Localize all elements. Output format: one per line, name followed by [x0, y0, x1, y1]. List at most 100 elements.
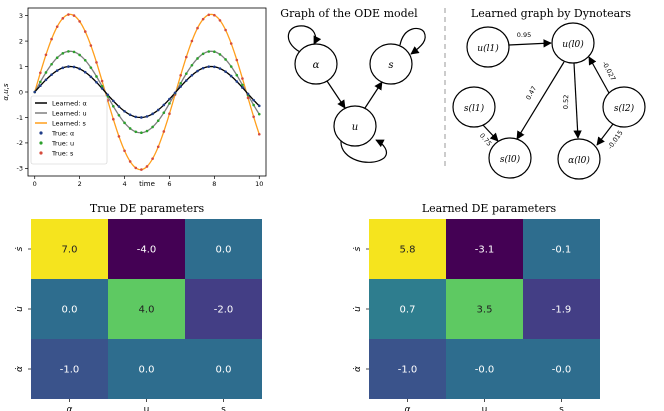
heatmap-cell: [185, 219, 262, 279]
heatmap-cell-value: -4.0: [137, 245, 157, 256]
point-true-s: [207, 13, 211, 17]
heatmap-row-label: α̇: [15, 366, 25, 372]
point-true-u: [213, 50, 216, 54]
point-true-u: [95, 75, 98, 78]
point-true-alpha: [229, 74, 233, 78]
point-true-alpha: [190, 73, 194, 77]
heatmap-cell: [446, 279, 523, 339]
heatmap-cell-value: 3.5: [477, 305, 493, 316]
x-tick-label: 2: [78, 180, 82, 188]
point-true-s: [61, 17, 65, 20]
legend-box: [30, 95, 108, 165]
heatmap-col-label: u: [482, 405, 488, 411]
point-true-s: [89, 44, 93, 47]
heatmap-cell: [446, 339, 523, 399]
node-u-l1-label: u(l1): [477, 43, 499, 54]
heatmap-cell-value: 0.0: [216, 245, 232, 256]
edge-ul0-al0-label: 0.52: [562, 95, 571, 110]
legend-learned-u: Learned: u: [52, 110, 87, 118]
x-tick-label: 6: [167, 180, 171, 188]
heatmap-learned-axes: α u s ṡ u̇ α̇: [353, 246, 564, 411]
edge-alpha-u: [326, 80, 346, 109]
heatmap-cell-value: -1.0: [398, 365, 418, 376]
point-true-s: [213, 13, 216, 17]
heatmap-col-label: s: [559, 405, 564, 411]
line-plot-legend: Learned: α Learned: u Learned: s True: α…: [30, 95, 108, 165]
point-true-u: [83, 59, 87, 62]
point-true-alpha: [117, 105, 121, 108]
point-true-s: [235, 58, 239, 62]
heatmap-cell-value: -3.1: [475, 245, 495, 256]
point-true-s: [218, 19, 222, 22]
heatmap-learned-cells: 5.8 -3.1 -0.1 0.7 3.5 -1.9 -1.0 -0.0 -0.0: [369, 219, 600, 399]
heatmap-true-axes: α u s ṡ u̇ α̇: [15, 246, 226, 411]
point-true-alpha: [252, 98, 255, 102]
edge-s-self: [399, 27, 426, 55]
point-true-u: [55, 56, 59, 60]
point-true-alpha: [134, 115, 138, 119]
point-true-u: [123, 121, 126, 125]
point-true-s: [179, 74, 182, 77]
point-true-s: [67, 13, 70, 16]
point-true-s: [145, 165, 149, 168]
heatmap-col-label: u: [144, 405, 150, 411]
node-u-l0: [551, 22, 595, 64]
point-true-s: [123, 149, 126, 153]
point-true-s: [241, 77, 244, 80]
point-true-alpha: [50, 73, 53, 76]
point-true-u: [117, 113, 121, 117]
point-true-alpha: [72, 65, 76, 69]
point-true-u: [241, 83, 244, 87]
y-tick-label: -2: [17, 139, 23, 147]
point-true-u: [252, 103, 255, 107]
point-true-alpha: [128, 113, 132, 117]
dynotears-graph-title: Learned graph by Dynotears: [471, 7, 631, 20]
point-true-u: [134, 130, 138, 134]
point-true-alpha: [179, 85, 182, 88]
node-s-l1-label: s(l1): [464, 103, 485, 114]
y-tick-label: 1: [19, 63, 23, 71]
edge-sl2-ul0: [588, 56, 610, 94]
point-true-u: [67, 50, 70, 53]
heatmap-true: True DE parameters 7.0 -4.0 0.0 0.0 4.0 -2.0 -…: [15, 202, 262, 411]
heatmap-true-cells: 7.0 -4.0 0.0 0.0 4.0 -2.0 -1.0 0.0 0.0: [31, 219, 262, 399]
heatmap-row-label: u̇: [15, 306, 25, 312]
point-true-u: [184, 72, 188, 75]
node-s: [369, 43, 413, 85]
heatmap-cell: [185, 279, 262, 339]
heatmap-row-label: α̇: [353, 366, 363, 372]
legend-swatch-true-alpha: [39, 131, 43, 135]
point-true-s: [83, 30, 87, 33]
legend-true-s: True: s: [51, 150, 74, 158]
heatmap-cell: [523, 279, 600, 339]
point-true-u: [218, 53, 222, 56]
point-true-alpha: [39, 84, 42, 87]
point-true-s: [184, 55, 188, 59]
heatmap-cell-value: -2.0: [214, 305, 234, 316]
y-tick-label: -3: [17, 165, 23, 173]
point-true-s: [201, 17, 205, 21]
node-s-label: s: [388, 60, 393, 71]
node-u: [333, 105, 377, 147]
point-true-alpha: [235, 80, 239, 83]
heatmap-cell: [369, 219, 446, 279]
heatmap-cell-value: -0.1: [552, 245, 572, 256]
x-tick-label: 4: [122, 180, 126, 188]
ode-graph-title: Graph of the ODE model: [280, 7, 418, 20]
point-true-u: [162, 111, 166, 114]
legend-swatch-true-s: [39, 151, 43, 155]
point-true-alpha: [67, 65, 70, 68]
heatmap-cell: [369, 279, 446, 339]
point-true-alpha: [95, 80, 98, 84]
point-true-u: [100, 84, 104, 88]
point-true-u: [190, 63, 194, 67]
heatmap-cell: [31, 339, 108, 399]
point-true-alpha: [168, 97, 171, 101]
edge-ul0-al0: [573, 62, 582, 139]
point-true-alpha: [44, 78, 48, 82]
point-true-alpha: [61, 66, 65, 70]
point-true-u: [128, 127, 132, 130]
heatmap-cell: [31, 219, 108, 279]
edge-sl1-sl0: [482, 124, 499, 142]
edge-sl2-ul0-label: -0.027: [600, 60, 617, 82]
